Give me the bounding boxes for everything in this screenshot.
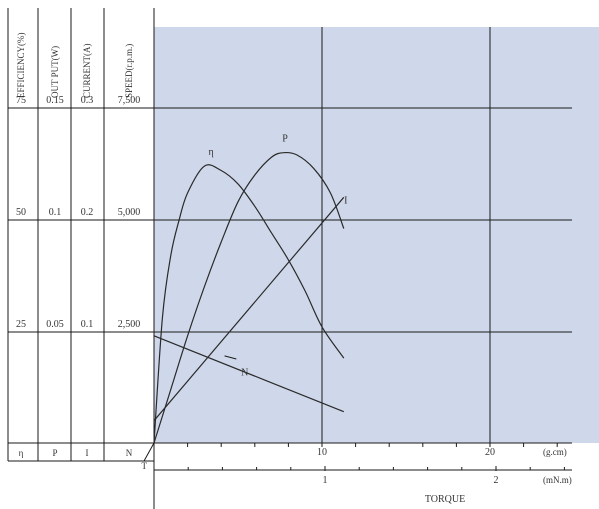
symbol-output: P <box>52 448 57 458</box>
tick-label-current-1: 0.2 <box>81 207 94 218</box>
tick-label-speed-2: 2,500 <box>118 319 141 330</box>
x-axis-title: TORQUE <box>425 494 465 505</box>
series-line-3 <box>153 335 345 413</box>
series-label-2: I <box>344 195 347 206</box>
series-label-1: P <box>282 134 288 145</box>
gcm-unit-label: (g.cm) <box>543 447 567 457</box>
tick-label-efficiency-2: 25 <box>16 319 26 330</box>
symbol-speed: N <box>126 448 133 458</box>
mnm-tick-label-0: 1 <box>323 475 328 486</box>
intersection-mark <box>224 355 237 360</box>
plot-background <box>154 27 599 443</box>
gcm-tick-label-1: 20 <box>485 447 495 458</box>
column-header-efficiency: EFFICIENCY(%) <box>16 33 26 99</box>
column-header-current: CURRENT(A) <box>82 44 92 99</box>
series-line-0 <box>153 164 345 444</box>
tick-label-speed-0: 7,500 <box>118 95 141 106</box>
corner-label: T <box>142 461 148 471</box>
series-line-1 <box>153 151 345 444</box>
tick-label-speed-1: 5,000 <box>118 207 141 218</box>
tick-label-efficiency-0: 75 <box>16 95 26 106</box>
column-header-output: OUT PUT(W) <box>50 46 60 98</box>
mnm-tick-label-1: 2 <box>494 475 499 486</box>
series-label-0: η <box>209 147 214 158</box>
tick-label-output-0: 0.15 <box>46 95 64 106</box>
symbol-current: I <box>86 448 89 458</box>
symbol-efficiency: η <box>19 448 24 458</box>
mnm-unit-label: (mN.m) <box>543 475 572 485</box>
gcm-tick-label-0: 10 <box>317 447 327 458</box>
tick-label-current-2: 0.1 <box>81 319 94 330</box>
tick-label-output-2: 0.05 <box>46 319 64 330</box>
tick-label-output-1: 0.1 <box>49 207 62 218</box>
tick-label-efficiency-1: 50 <box>16 207 26 218</box>
series-line-2 <box>153 196 345 422</box>
series-label-3: N <box>241 367 248 378</box>
column-header-speed: SPEED(r.p.m.) <box>124 44 134 98</box>
corner-diagonal <box>143 442 155 462</box>
tick-label-current-0: 0.3 <box>81 95 94 106</box>
